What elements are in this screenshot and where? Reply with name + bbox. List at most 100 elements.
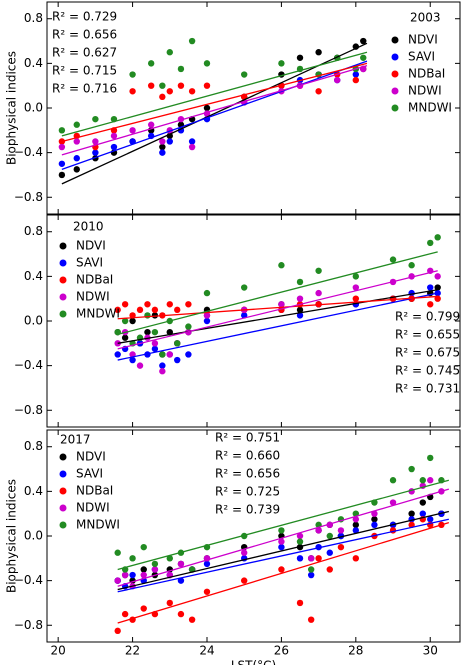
r2-label: R² = 0.656 xyxy=(52,28,117,42)
point xyxy=(136,362,144,369)
point xyxy=(296,278,304,286)
legend-marker xyxy=(59,310,67,318)
point xyxy=(203,317,211,325)
year-label: 2003 xyxy=(410,11,441,25)
y-tick-label: −0.8 xyxy=(14,403,43,417)
point xyxy=(434,234,441,241)
point xyxy=(159,149,166,156)
point xyxy=(334,76,341,84)
point xyxy=(296,306,304,314)
point xyxy=(389,499,397,506)
point xyxy=(278,262,285,269)
point xyxy=(203,289,211,297)
y-tick-label: 0.0 xyxy=(24,314,43,328)
point xyxy=(114,627,121,635)
point xyxy=(147,82,155,89)
r2-label: R² = 0.725 xyxy=(215,485,280,499)
y-tick-label: 0.4 xyxy=(24,56,43,70)
fit-line xyxy=(117,488,450,587)
point xyxy=(114,351,121,358)
point xyxy=(419,510,426,517)
legend-marker xyxy=(391,70,399,78)
fit-line xyxy=(117,521,450,624)
legend-label: NDBaI xyxy=(76,484,113,498)
point xyxy=(166,49,173,56)
point xyxy=(408,262,415,269)
point xyxy=(427,239,434,247)
point xyxy=(144,301,151,308)
point xyxy=(188,37,196,45)
x-tick-label: 28 xyxy=(348,644,363,658)
legend-label: NDWI xyxy=(76,501,110,515)
point xyxy=(114,306,121,314)
point xyxy=(240,549,248,556)
point xyxy=(159,82,166,89)
point xyxy=(73,155,80,162)
point xyxy=(110,143,118,151)
point xyxy=(307,555,315,562)
y-axis-label: Biophysical indices xyxy=(5,51,19,165)
point xyxy=(185,301,192,308)
point xyxy=(166,88,173,95)
r2-label: R² = 0.739 xyxy=(215,503,280,517)
point xyxy=(136,306,144,314)
point xyxy=(159,362,166,369)
legend-marker xyxy=(59,487,67,495)
point xyxy=(121,317,129,325)
point xyxy=(129,127,136,134)
legend-label: NDBaI xyxy=(76,273,113,287)
point xyxy=(151,306,159,314)
point xyxy=(140,566,147,573)
r2-label: R² = 0.656 xyxy=(215,467,280,481)
point xyxy=(144,328,151,336)
point xyxy=(326,549,333,556)
y-tick-label: 0.4 xyxy=(24,484,43,498)
r2-label: R² = 0.660 xyxy=(215,449,280,463)
point xyxy=(371,521,378,529)
fit-line xyxy=(117,518,449,593)
legend-label: SAVI xyxy=(76,256,103,270)
point xyxy=(203,588,211,595)
point xyxy=(166,301,173,308)
point xyxy=(203,104,211,112)
point xyxy=(114,577,121,584)
x-tick-label: 30 xyxy=(423,644,438,658)
point xyxy=(240,284,248,291)
legend-marker xyxy=(59,276,67,284)
r2-label: R² = 0.799 xyxy=(395,310,460,324)
point xyxy=(296,54,304,61)
point xyxy=(352,71,360,78)
fit-line xyxy=(117,270,438,350)
legend-label: NDBaI xyxy=(408,67,445,81)
legend-marker xyxy=(59,242,67,250)
legend-marker xyxy=(59,259,67,267)
point xyxy=(315,555,322,562)
point xyxy=(92,138,99,145)
x-tick-label: 20 xyxy=(51,644,66,658)
point xyxy=(58,143,66,151)
point xyxy=(188,616,196,623)
legend-marker xyxy=(59,293,67,301)
point xyxy=(296,538,304,545)
point xyxy=(140,605,147,612)
point xyxy=(240,71,248,78)
point xyxy=(151,312,159,319)
point xyxy=(159,93,166,101)
fit-line xyxy=(61,62,368,143)
point xyxy=(129,555,136,562)
y-tick-label: −0.4 xyxy=(14,358,43,372)
point xyxy=(188,88,196,95)
point xyxy=(352,521,360,529)
point xyxy=(114,549,121,556)
point xyxy=(296,599,304,607)
point xyxy=(352,295,360,302)
fit-line xyxy=(117,292,438,361)
point xyxy=(296,532,304,540)
fit-line xyxy=(61,64,368,156)
point xyxy=(73,138,80,145)
point xyxy=(408,510,415,517)
point xyxy=(389,256,397,263)
point xyxy=(326,566,333,573)
r2-label: R² = 0.745 xyxy=(395,364,460,378)
point xyxy=(315,49,322,56)
